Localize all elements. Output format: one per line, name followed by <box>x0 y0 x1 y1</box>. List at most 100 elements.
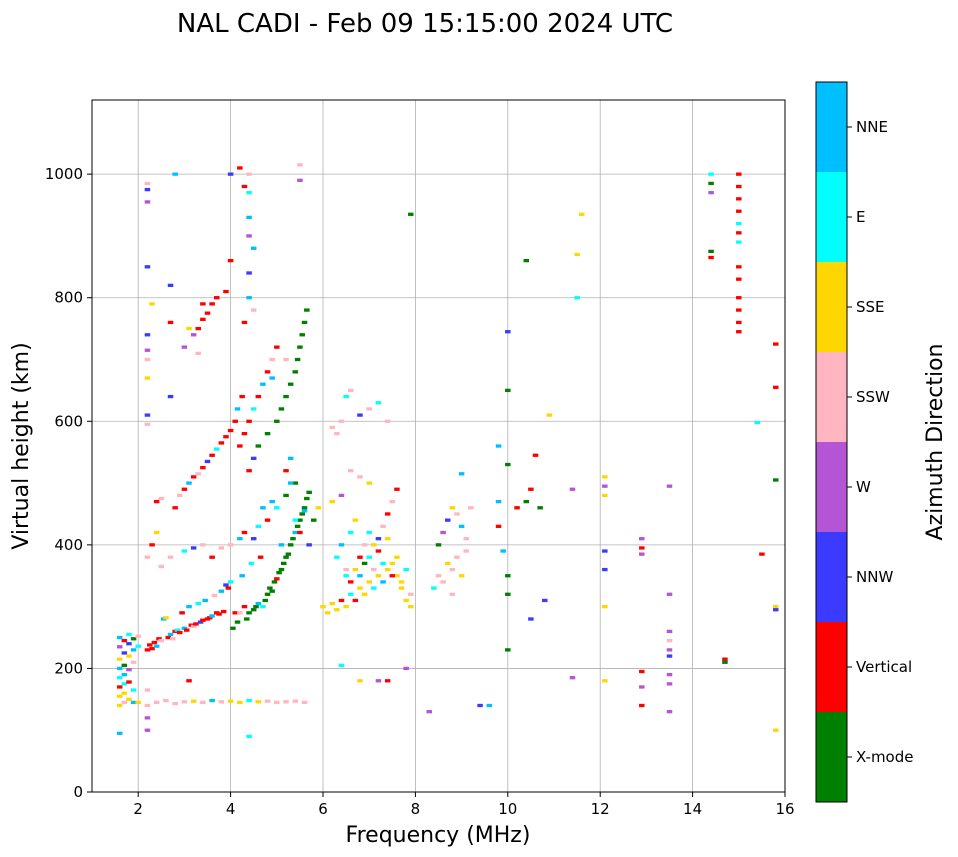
data-point <box>283 469 289 473</box>
data-point <box>320 604 326 609</box>
data-point <box>301 700 308 705</box>
data-point <box>144 333 151 337</box>
data-point <box>398 586 405 590</box>
data-point <box>569 487 576 491</box>
data-point <box>174 628 181 632</box>
data-point <box>454 512 460 516</box>
data-point <box>177 630 183 635</box>
data-point <box>274 506 280 510</box>
data-point <box>144 555 151 559</box>
y-axis-label: Virtual height (km) <box>9 342 34 549</box>
data-point <box>181 345 188 349</box>
data-point <box>486 703 493 708</box>
data-point <box>505 330 511 334</box>
data-point <box>200 465 206 470</box>
data-point <box>495 499 502 504</box>
data-point <box>384 679 391 683</box>
data-point <box>315 506 322 510</box>
data-point <box>257 555 264 559</box>
data-point <box>283 555 289 559</box>
data-point <box>361 561 368 566</box>
data-point <box>144 422 151 427</box>
data-point <box>244 617 250 621</box>
data-point <box>736 320 742 325</box>
data-point <box>255 601 262 606</box>
data-point <box>440 580 446 584</box>
data-point <box>375 679 382 683</box>
data-point <box>343 604 349 609</box>
data-point <box>130 648 137 652</box>
data-point <box>230 626 236 630</box>
data-point <box>736 277 742 281</box>
chart-title: NAL CADI - Feb 09 15:15:00 2024 UTC <box>177 9 673 39</box>
data-point <box>283 700 289 704</box>
data-point <box>260 604 266 609</box>
x-tick-label: 16 <box>775 800 794 818</box>
data-point <box>195 351 202 355</box>
data-point <box>237 166 243 170</box>
data-point <box>371 543 377 547</box>
data-point <box>361 543 368 547</box>
colorbar-label: Azimuth Direction <box>923 343 948 540</box>
data-point <box>200 302 206 306</box>
data-point <box>246 419 252 423</box>
data-point <box>163 698 169 703</box>
data-point <box>287 543 294 547</box>
colorbar-segment <box>816 622 847 712</box>
data-point <box>338 543 345 547</box>
data-point <box>505 592 511 596</box>
data-point <box>454 555 460 559</box>
data-point <box>639 546 645 550</box>
data-point <box>144 716 151 720</box>
data-point <box>149 647 155 651</box>
data-point <box>209 555 215 559</box>
data-point <box>357 413 363 417</box>
data-point <box>213 447 220 451</box>
data-point <box>246 611 252 615</box>
data-point <box>347 530 354 535</box>
y-tick-label: 1000 <box>45 165 83 183</box>
data-point <box>449 506 456 510</box>
data-point <box>666 638 673 643</box>
data-point <box>338 493 345 498</box>
data-point <box>116 685 123 689</box>
data-point <box>523 499 530 504</box>
data-point <box>380 524 386 528</box>
data-point <box>204 311 211 315</box>
data-point <box>334 608 340 612</box>
x-axis-ticks: 2 4 6 8 10 12 14 16 <box>133 792 795 818</box>
data-point <box>190 333 197 337</box>
data-point <box>121 638 128 643</box>
data-point <box>227 428 234 433</box>
data-point <box>639 552 645 556</box>
data-point <box>237 611 243 615</box>
data-point <box>248 561 255 566</box>
x-tick-label: 10 <box>498 800 517 818</box>
data-point <box>181 487 188 491</box>
data-point <box>297 345 303 349</box>
data-point <box>290 537 296 541</box>
data-point <box>357 679 363 683</box>
data-point <box>126 642 132 646</box>
data-point <box>246 215 252 220</box>
data-point <box>602 604 608 609</box>
data-point <box>271 580 278 584</box>
data-point <box>773 478 779 482</box>
data-point <box>232 419 238 423</box>
data-point <box>126 654 132 658</box>
data-point <box>264 431 271 436</box>
data-point <box>269 589 275 593</box>
data-point <box>304 496 310 501</box>
data-point <box>338 598 345 603</box>
data-point <box>292 518 299 522</box>
data-point <box>408 212 414 216</box>
data-point <box>329 425 335 430</box>
data-point <box>246 172 252 176</box>
data-point <box>130 637 137 641</box>
data-point <box>126 668 132 672</box>
data-point <box>246 234 252 238</box>
data-point <box>311 518 317 522</box>
data-point <box>602 475 608 479</box>
data-point <box>722 657 728 661</box>
colorbar-tick-label: X-mode <box>856 748 913 766</box>
